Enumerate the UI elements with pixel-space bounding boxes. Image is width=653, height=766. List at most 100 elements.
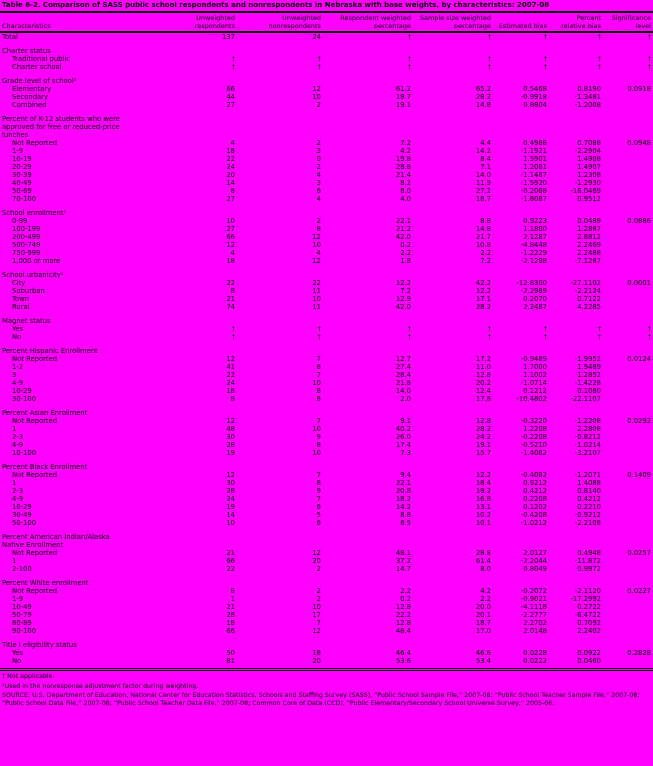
cell-value: 14.7: [395, 565, 411, 573]
cell-value: [603, 595, 653, 603]
cell-value: 10: [312, 425, 321, 433]
cell-value: -3.2107: [574, 449, 601, 457]
cell-value: 7.2: [480, 257, 491, 265]
cell-value: 12.9: [395, 295, 411, 303]
row-label: 4-9: [12, 379, 24, 387]
row-label: Not Reported: [12, 355, 58, 363]
cell-value: 19.8: [395, 155, 411, 163]
table-header-row: Characteristics Unweighted respondents U…: [0, 13, 653, 33]
cell-value: 3: [316, 179, 321, 187]
cell-value: 12: [226, 471, 235, 479]
cell-value: 4: [316, 249, 321, 257]
cell-value: 1.2308: [577, 171, 601, 179]
table-row: 750-999 4 4 2.2 2.2 -1.2229 2.2488: [0, 249, 653, 257]
cell-value: 21.8: [395, 379, 411, 387]
cell-value: [603, 611, 653, 619]
cell-value: 20.8: [395, 487, 411, 495]
cell-value: [603, 147, 653, 155]
row-label: 1,000 or more: [12, 257, 61, 265]
row-label: 10-49: [12, 603, 32, 611]
cell-value: -27.1102: [570, 279, 601, 287]
cell-value: 48: [226, 425, 235, 433]
cell-value: 12.4: [475, 387, 491, 395]
cell-value: 14.8: [475, 225, 491, 233]
cell-value: †: [407, 333, 411, 341]
table-row: 20-29 24 2 28.8 7.1 1.2081 1.4907: [0, 163, 653, 171]
cell-value: 17.8: [475, 395, 491, 403]
cell-value: -2.2124: [574, 287, 601, 295]
cell-value: 7: [316, 619, 321, 627]
cell-value: 2.0127: [523, 549, 547, 557]
cell-value: 7: [316, 495, 321, 503]
cell-value: 30: [226, 479, 235, 487]
column-header-characteristics: Characteristics: [0, 13, 175, 33]
cell-value: 40.2: [395, 425, 411, 433]
row-label: Secondary: [12, 93, 48, 101]
table-row: No † † † † † † †: [0, 333, 653, 341]
table-row: 80-89 18 7 12.8 18.7 2.2702 0.7092: [0, 619, 653, 627]
cell-value: 17.2: [475, 355, 491, 363]
cell-value: 0.2828: [627, 649, 651, 657]
cell-value: 12: [226, 241, 235, 249]
cell-value: [603, 379, 653, 387]
cell-value: 8: [230, 187, 235, 195]
section-label: Percent Black Enrollment: [2, 463, 88, 471]
cell-value: 0.0222: [523, 657, 547, 665]
section-label: Percent Asian Enrollment: [2, 409, 88, 417]
cell-value: †: [543, 55, 547, 63]
cell-value: 22: [226, 155, 235, 163]
cell-value: †: [647, 33, 651, 41]
cell-value: 1.7000: [523, 363, 547, 371]
cell-value: 2.2402: [577, 627, 601, 635]
cell-value: 12: [312, 627, 321, 635]
row-label: 1-9: [12, 147, 24, 155]
cell-value: [603, 519, 653, 527]
cell-value: 1.5901: [523, 155, 547, 163]
cell-value: 0.2: [400, 241, 411, 249]
cell-value: †: [231, 333, 235, 341]
cell-value: 8.8: [400, 511, 411, 519]
cell-value: -4.8448: [520, 241, 547, 249]
cell-value: 12: [226, 417, 235, 425]
cell-value: 0.9512: [577, 195, 601, 203]
cell-value: 26.0: [395, 433, 411, 441]
table-row: 3 22 7 28.4 12.8 1.1002 1.2852: [0, 371, 653, 379]
cell-value: -7.1287: [574, 257, 601, 265]
table-row: 100-199 27 8 21.2 14.8 1.1800 1.2887: [0, 225, 653, 233]
cell-value: -0.9489: [520, 355, 547, 363]
cell-value: 0.0460: [577, 657, 601, 665]
cell-value: [603, 101, 653, 109]
cell-value: 2.2: [400, 249, 411, 257]
cell-value: 7.2: [400, 139, 411, 147]
table-row: Town 21 10 12.9 17.1 0.2070 0.7122: [0, 295, 653, 303]
cell-value: 1.8: [400, 257, 411, 265]
row-label: 750-999: [12, 249, 41, 257]
table-row: 1,000 or more 18 12 1.8 7.2 -2.1298 -7.1287: [0, 257, 653, 265]
table-row: 10-100 19 10 7.3 15.7 -1.4082 -3.2107: [0, 449, 653, 457]
cell-value: 2.2702: [523, 619, 547, 627]
cell-value: 8: [316, 479, 321, 487]
cell-value: 2: [316, 139, 321, 147]
section-row: Percent Asian Enrollment: [0, 409, 653, 417]
cell-value: 6: [316, 503, 321, 511]
cell-value: [603, 303, 653, 311]
cell-value: -0.9918: [520, 93, 547, 101]
cell-value: 2.0: [400, 395, 411, 403]
cell-value: 12.8: [475, 417, 491, 425]
cell-value: 0.4212: [577, 495, 601, 503]
table-row: Not Reported 4 2 7.2 4.4 0.4988 0.7088 0.0948: [0, 139, 653, 147]
cell-value: 8.0: [400, 187, 411, 195]
cell-value: [603, 657, 653, 665]
cell-value: 2.2469: [577, 241, 601, 249]
cell-value: 0.2208: [523, 495, 547, 503]
row-label: Not Reported: [12, 587, 58, 595]
cell-value: †: [407, 55, 411, 63]
cell-value: 18.7: [475, 195, 491, 203]
cell-value: 10: [312, 295, 321, 303]
cell-value: 8: [316, 225, 321, 233]
column-header-respondent-weighted-percentage: Respondent weighted percentage: [323, 13, 413, 33]
cell-value: 0.1409: [627, 471, 651, 479]
column-header-estimated-bias: Estimated bias: [493, 13, 549, 33]
cell-value: 1.2852: [577, 371, 601, 379]
cell-value: 28.8: [475, 549, 491, 557]
